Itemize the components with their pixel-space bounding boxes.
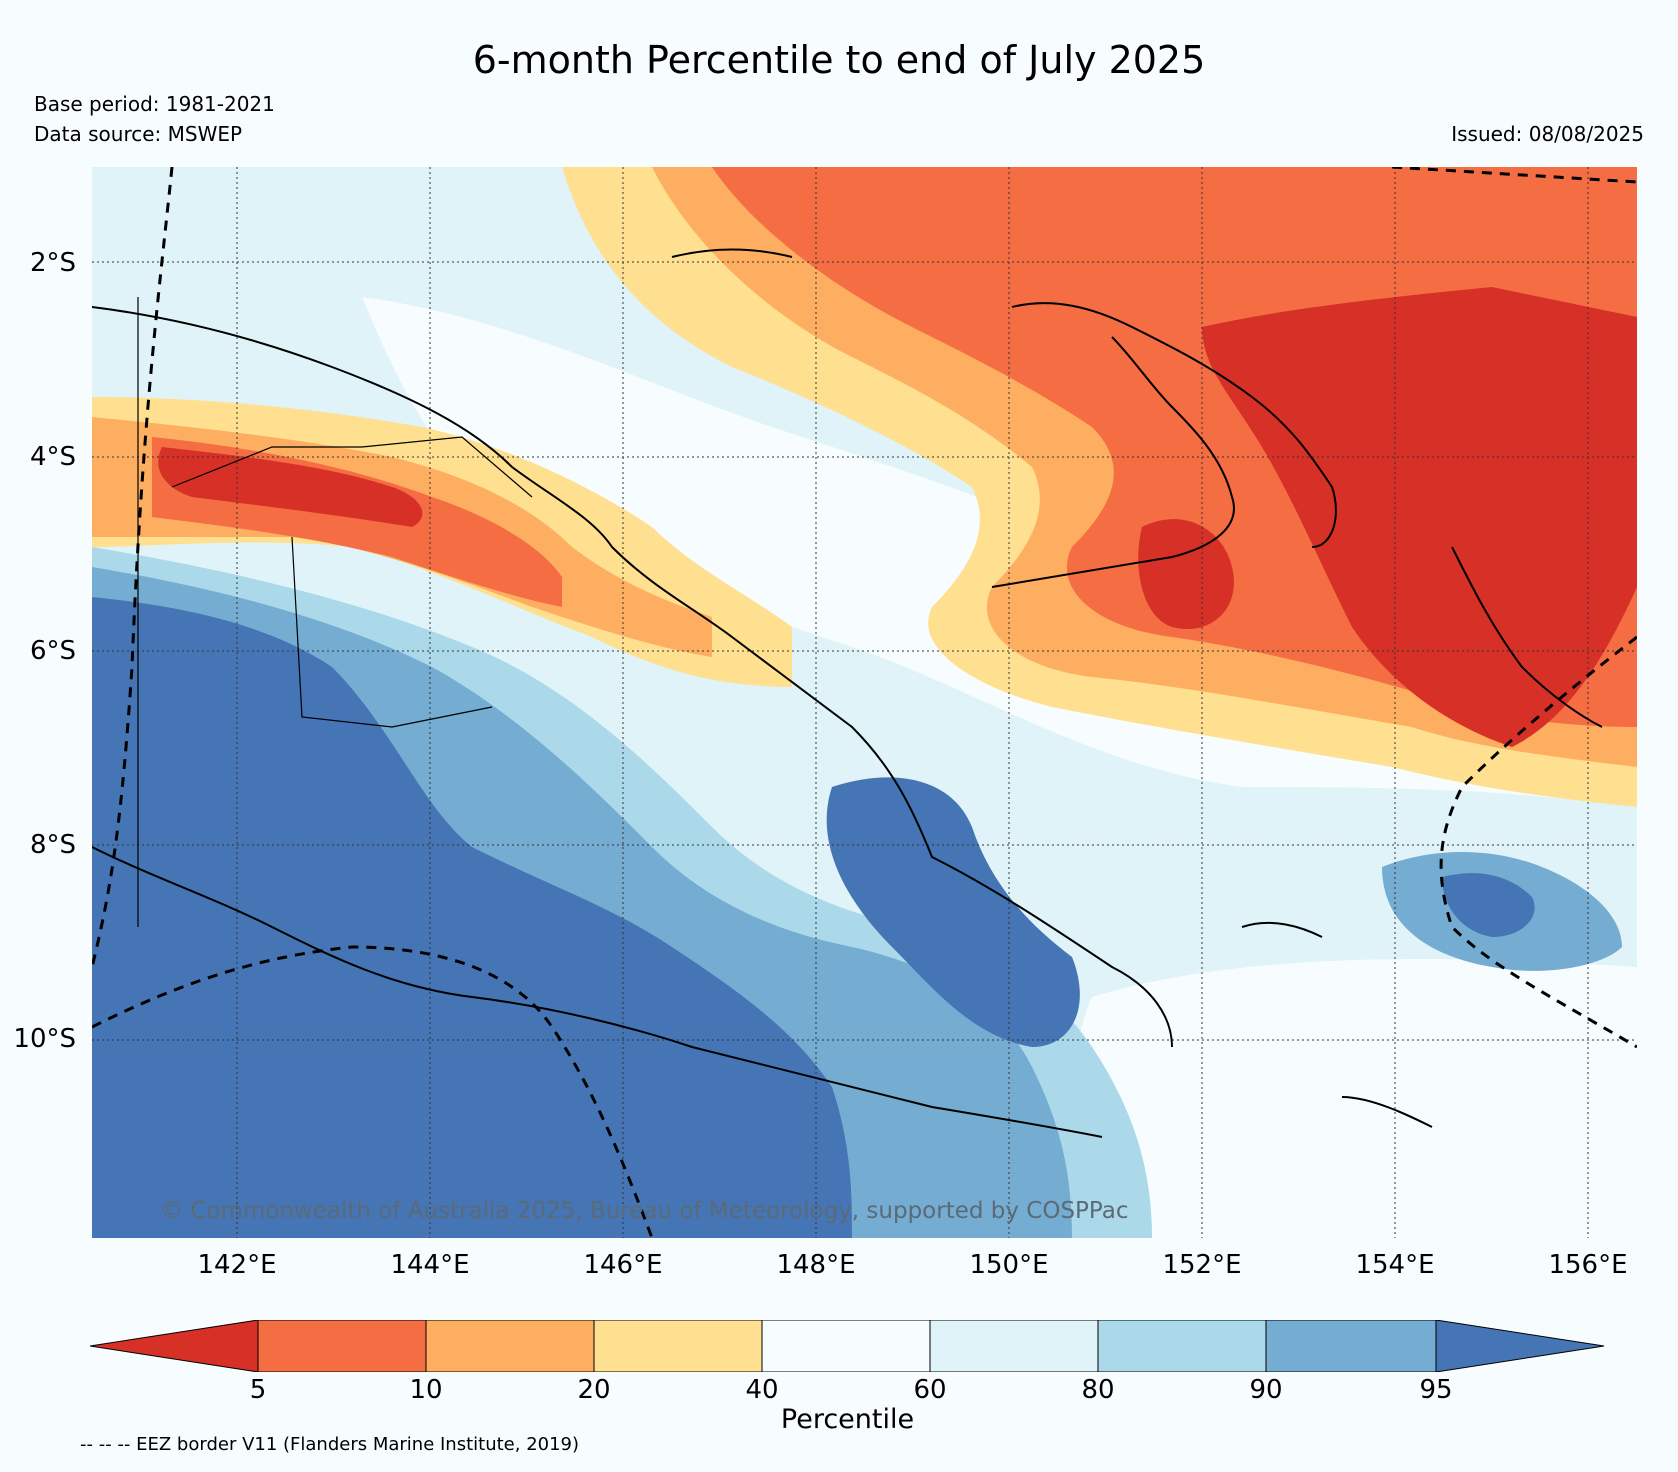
lat-label-4s: 4°S: [29, 442, 76, 472]
lon-label-156e: 156°E: [1548, 1250, 1628, 1280]
colorbar-5-10: [257, 1320, 427, 1372]
lon-label-148e: 148°E: [776, 1250, 856, 1280]
colorbar-90-95: [1265, 1320, 1437, 1372]
wet-region-above-95: [92, 597, 852, 1238]
colorbar-label: Percentile: [780, 1404, 915, 1435]
colorbar-20-40: [593, 1320, 763, 1372]
colorbar-10-20: [425, 1320, 595, 1372]
colorbar-40-60: [761, 1320, 931, 1372]
highland-dry-below-5: [158, 447, 423, 527]
colorbar-tick-80: 80: [1081, 1375, 1115, 1405]
chart-title: 6-month Percentile to end of July 2025: [472, 38, 1206, 82]
issued-date-text: Issued: 08/08/2025: [1451, 122, 1644, 146]
eez-border: [92, 167, 1637, 1238]
coastlines: [92, 248, 1603, 1138]
wet-spot-se-above-95: [1442, 873, 1535, 937]
data-source-text: Data source: MSWEP: [34, 122, 243, 146]
lat-label-8s: 8°S: [29, 830, 76, 860]
colorbar-below5: [90, 1320, 259, 1372]
colorbar-tick-40: 40: [745, 1375, 779, 1405]
colorbar-60-80: [929, 1320, 1099, 1372]
graticule: [92, 167, 1637, 1238]
lon-label-154e: 154°E: [1355, 1250, 1435, 1280]
lat-label-6s: 6°S: [29, 636, 76, 666]
colorbar-80-90: [1097, 1320, 1267, 1372]
dry-region-below-5: [1202, 287, 1637, 747]
lon-label-150e: 150°E: [969, 1250, 1049, 1280]
lat-label-10s: 10°S: [13, 1024, 76, 1054]
colorbar-above95: [1435, 1320, 1605, 1372]
copyright-text: © Commonwealth of Australia 2025, Bureau…: [160, 1198, 1129, 1224]
lon-label-146e: 146°E: [583, 1250, 663, 1280]
colorbar-tick-95: 95: [1419, 1375, 1453, 1405]
colorbar: [90, 1320, 1605, 1372]
lon-label-152e: 152°E: [1162, 1250, 1242, 1280]
colorbar-tick-5: 5: [249, 1375, 267, 1405]
colorbar-tick-60: 60: [913, 1375, 947, 1405]
eez-border-note: -- -- -- EEZ border V11 (Flanders Marine…: [80, 1434, 580, 1455]
lat-label-2s: 2°S: [29, 248, 76, 278]
colorbar-tick-10: 10: [409, 1375, 443, 1405]
wet-region-east-above-95: [826, 777, 1080, 1047]
admin-borders: [137, 297, 533, 927]
lon-label-144e: 144°E: [390, 1250, 470, 1280]
base-period-text: Base period: 1981-2021: [34, 92, 275, 116]
percentile-map: [92, 167, 1637, 1238]
colorbar-tick-90: 90: [1249, 1375, 1283, 1405]
colorbar-tick-20: 20: [577, 1375, 611, 1405]
lon-label-142e: 142°E: [197, 1250, 277, 1280]
dry-spot-below-5: [1138, 519, 1234, 629]
